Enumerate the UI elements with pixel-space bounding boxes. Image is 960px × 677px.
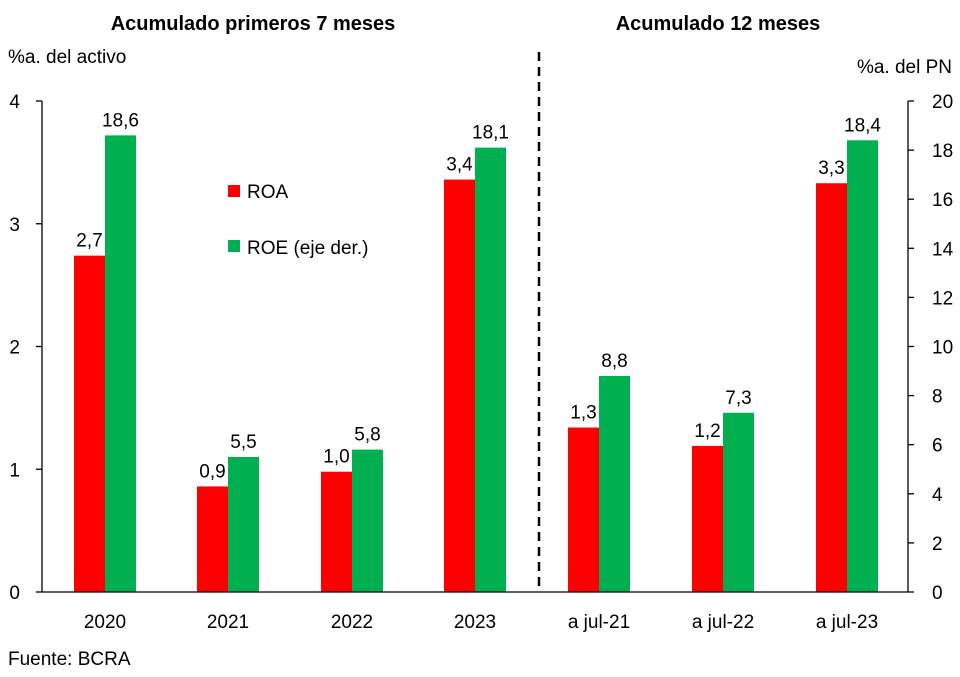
bar-roa-6: [816, 183, 847, 592]
legend-label-roa: ROA: [247, 182, 289, 203]
right-tick-label-10: 20: [932, 92, 953, 113]
bar-roe-0: [105, 135, 136, 592]
data-label-roe-2: 5,8: [354, 425, 380, 446]
legend: ROA ROE (eje der.): [228, 182, 368, 259]
bar-roe-5: [723, 412, 754, 592]
bar-roe-2: [352, 449, 383, 592]
data-label-roa-5: 1,2: [694, 421, 720, 442]
right-tick-label-1: 2: [932, 534, 943, 555]
x-tick-label-2: 2022: [331, 612, 373, 633]
left-tick-label-1: 1: [9, 460, 20, 481]
bar-roa-4: [568, 427, 599, 592]
right-tick-label-4: 8: [932, 387, 943, 408]
data-label-roa-1: 0,9: [199, 461, 225, 482]
axes-layer: 2020 2021 2022 2023 a jul-21 a jul-22 a jul-23…: [9, 92, 953, 633]
right-tick-label-0: 0: [932, 583, 943, 604]
bar-roa-1: [197, 486, 228, 592]
right-tick-label-6: 12: [932, 288, 953, 309]
data-label-roe-0: 18,6: [102, 110, 139, 131]
data-label-roe-4: 8,8: [601, 351, 627, 372]
right-tick-label-7: 14: [932, 239, 954, 260]
data-label-roa-3: 3,4: [446, 155, 473, 176]
left-tick-label-4: 4: [9, 92, 20, 113]
right-axis-unit: %a. del PN: [857, 57, 952, 78]
left-tick-label-3: 3: [9, 215, 20, 236]
data-label-roa-6: 3,3: [818, 158, 844, 179]
x-tick-label-4: a jul-21: [568, 612, 630, 633]
data-label-roe-5: 7,3: [725, 388, 751, 409]
x-tick-label-5: a jul-22: [692, 612, 754, 633]
right-tick-label-5: 10: [932, 338, 953, 359]
left-tick-label-0: 0: [9, 583, 20, 604]
right-tick-label-2: 4: [932, 485, 943, 506]
left-tick-label-2: 2: [9, 338, 20, 359]
legend-swatch-roe: [228, 240, 240, 252]
left-axis-unit: %a. del activo: [8, 47, 126, 68]
data-labels-layer: 2,7 18,6 0,95,5 1,05,8 3,4 18,1 1,3 8,8 1,27,3 3,…: [76, 110, 881, 482]
right-tick-label-8: 16: [932, 190, 953, 211]
data-label-roe-6: 18,4: [844, 115, 881, 136]
bar-roa-0: [74, 255, 105, 593]
bar-roa-5: [692, 445, 723, 592]
legend-swatch-roa: [228, 185, 240, 197]
data-label-roa-4: 1,3: [570, 403, 596, 424]
data-label-roe-1: 5,5: [230, 432, 256, 453]
legend-label-roe: ROE (eje der.): [247, 238, 368, 259]
data-label-roa-2: 1,0: [323, 447, 349, 468]
bar-roe-4: [599, 375, 630, 592]
bar-roe-6: [847, 140, 878, 592]
bar-roa-3: [444, 179, 475, 592]
panel-title-right: Acumulado 12 meses: [616, 13, 821, 35]
bar-roe-3: [475, 147, 506, 592]
x-tick-label-6: a jul-23: [816, 612, 878, 633]
x-tick-label-3: 2023: [454, 612, 496, 633]
right-tick-label-3: 6: [932, 436, 943, 457]
bars-layer: [74, 135, 878, 593]
x-tick-label-0: 2020: [84, 612, 126, 633]
bar-roe-1: [228, 456, 259, 592]
data-label-roe-3: 18,1: [472, 123, 509, 144]
right-tick-label-9: 18: [932, 141, 953, 162]
data-label-roa-0: 2,7: [76, 231, 102, 252]
source-note: Fuente: BCRA: [8, 649, 131, 670]
bar-roa-2: [321, 471, 352, 592]
x-tick-label-1: 2021: [207, 612, 249, 633]
panel-title-left: Acumulado primeros 7 meses: [111, 13, 396, 35]
